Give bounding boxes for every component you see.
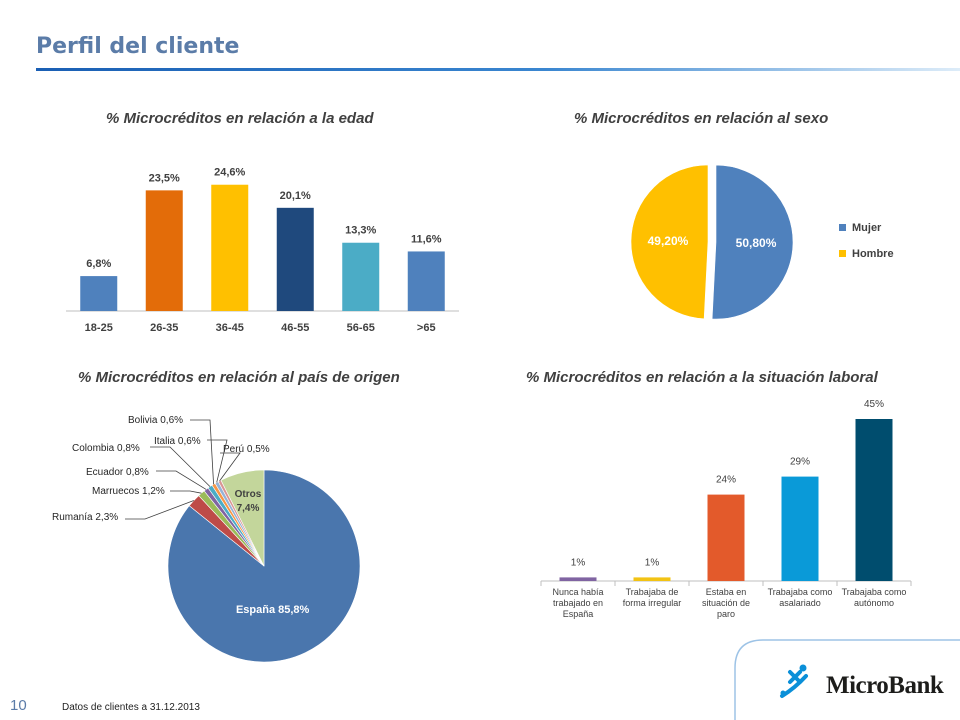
logo-star-icon [788,670,802,684]
country-slice-label: Colombia 0,8% [72,443,140,454]
employment-tick-line: paro [717,609,735,619]
age-bar-56-65 [342,242,380,311]
employment-data-label: 1% [645,557,660,568]
employment-tick-label: Trabajaba como autónomo [842,587,907,608]
employment-tick-label: Nunca había trabajado en España [552,587,603,619]
sex-chart-title: % Microcréditos en relación al sexo [574,110,829,127]
page-title: Perfil del cliente [36,34,240,59]
country-slice-otros [220,469,265,567]
sex-pie-chart: 50,80% Mujer 49,20% Hombre [630,164,894,320]
legend-label-hombre: Hombre [852,248,894,260]
age-tick-label: 18-25 [85,322,113,334]
country-leader-line [207,439,228,483]
age-tick-label: 36-45 [216,322,244,334]
sex-slice-mujer [711,164,794,320]
age-tick-label: 46-55 [281,322,309,334]
employment-data-label: 24% [716,475,736,486]
employment-tick-line: Trabajaba como [768,587,833,597]
country-leader-line [170,490,202,494]
country-slice-label: Marruecos 1,2% [92,486,165,497]
country-leader-line [150,446,211,487]
country-leader-line [219,452,241,482]
employment-tick-label: Trabajaba como asalariado [768,587,833,608]
country-slice-label: Bolivia 0,6% [128,415,183,426]
country-slice-label: Italia 0,6% [154,436,201,447]
sex-slice-group-hombre: 49,20% [630,164,709,320]
employment-tick-line: asalariado [779,598,821,608]
age-bar-46-55 [276,207,314,311]
employment-bar-3 [707,494,745,581]
employment-tick-line: Trabajaba como [842,587,907,597]
employment-tick-line: situación de [702,598,750,608]
logo-dot-icon [799,664,807,672]
country-slice-label: Rumanía 2,3% [52,512,118,523]
employment-tick-line: forma irregular [623,598,682,608]
employment-data-label: 1% [571,557,586,568]
logo-frame-curve [734,639,960,720]
age-data-label: 24,6% [214,167,245,179]
age-data-label: 13,3% [345,225,376,237]
country-leader-line [190,419,214,485]
age-data-label: 20,1% [280,190,311,202]
age-bar-65 [407,251,445,311]
microbank-logo: MicroBank [734,639,960,720]
employment-data-label: 45% [864,399,884,410]
age-chart-title: % Microcréditos en relación a la edad [106,110,374,127]
footer-note: Datos de clientes a 31.12.2013 [62,702,200,713]
title-rule [36,68,960,71]
logo-small-dot-icon [780,690,786,696]
legend-label-mujer: Mujer [852,222,882,234]
employment-tick-label: Estaba en situación de paro [702,587,750,619]
sex-slice-label: 49,20% [648,234,689,248]
country-slice-label: Perú 0,5% [223,444,270,455]
logo-wordmark: MicroBank [826,672,944,699]
country-leader-line [125,500,194,520]
employment-bar-chart: 1% Nunca había trabajado en España 1% Trabaja… [540,399,912,619]
employment-tick-line: Nunca había [552,587,603,597]
age-data-label: 11,6% [411,233,442,245]
age-data-label: 23,5% [149,172,180,184]
age-bar-26-35 [145,190,183,311]
employment-chart-title: % Microcréditos en relación a la situaci… [526,369,878,386]
employment-bar-2 [633,577,671,581]
sex-slice-group-mujer: 50,80% [711,164,794,320]
country-leader-line [156,470,207,490]
country-pie-chart: España 85,8% Rumanía 2,3% Marruecos 1,2% Ec… [52,415,361,663]
employment-bar-1 [559,577,597,581]
age-tick-label: 26-35 [150,322,178,334]
legend-swatch-mujer [839,224,846,231]
country-slice-label: Ecuador 0,8% [86,467,149,478]
employment-tick-line: autónomo [854,598,894,608]
employment-tick-label: Trabajaba de forma irregular [623,587,682,608]
age-tick-label: 56-65 [347,322,375,334]
employment-data-label: 29% [790,457,810,468]
sex-slice-hombre [630,164,709,320]
age-bar-36-45 [211,184,249,311]
country-chart-title: % Microcréditos en relación al país de o… [78,369,400,386]
employment-tick-line: trabajado en [553,598,603,608]
age-bar-chart: 6,8% 18-25 23,5% 26-35 24,6% 36-45 20,1% 46-55 1… [66,167,459,334]
age-bar-18-25 [80,276,118,311]
employment-tick-line: España [563,609,594,619]
legend-swatch-hombre [839,250,846,257]
country-slice-label: España 85,8% [236,604,310,616]
page-number: 10 [10,697,27,714]
employment-tick-line: Estaba en [706,587,747,597]
age-data-label: 6,8% [86,258,111,270]
employment-tick-line: Trabajaba de [626,587,679,597]
employment-bar-5 [855,419,893,581]
sex-slice-label: 50,80% [736,236,777,250]
country-slice-label: Otros [235,489,262,500]
country-slice-label: 7,4% [237,503,260,514]
employment-bar-4 [781,476,819,581]
age-tick-label: >65 [417,322,436,334]
